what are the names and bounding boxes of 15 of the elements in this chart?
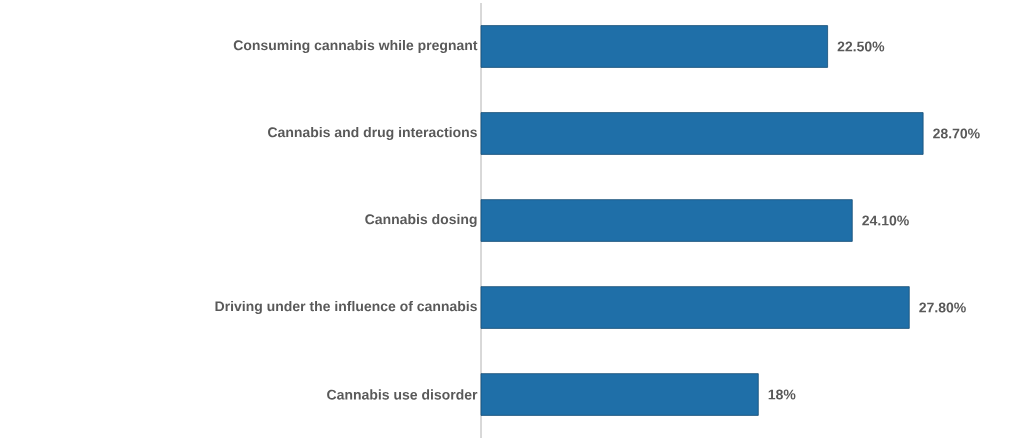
bar — [480, 286, 910, 329]
data-label: 27.80% — [919, 302, 966, 313]
y-tick-label: Driving under the influence of cannabis — [215, 300, 477, 315]
y-tick-label: Cannabis and drug interactions — [268, 126, 477, 141]
bar — [480, 373, 759, 416]
bar — [480, 112, 924, 155]
data-label: 28.70% — [933, 128, 980, 139]
y-tick-label: Cannabis dosing — [365, 213, 477, 228]
y-tick-label: Cannabis use disorder — [327, 389, 478, 400]
bar — [480, 25, 829, 68]
data-label: 18% — [768, 389, 796, 400]
bar — [480, 199, 853, 242]
data-label: 24.10% — [862, 215, 909, 226]
y-tick-label: Consuming cannabis while pregnant — [233, 39, 478, 54]
data-label: 22.50% — [837, 41, 885, 52]
